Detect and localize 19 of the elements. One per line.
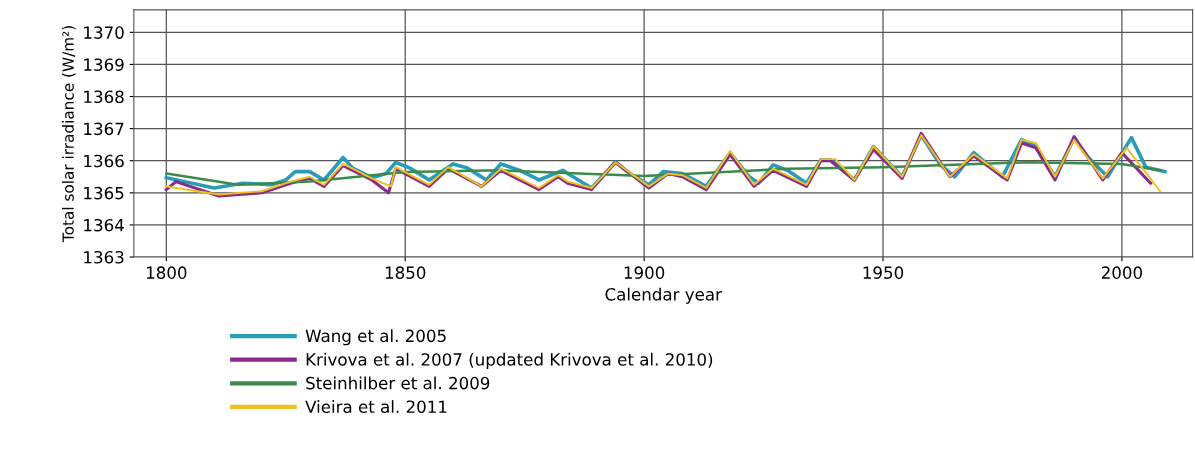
y-axis-title: Total solar irradiance (W/m²) [62,26,76,243]
y-tick-label: 1370 [84,26,124,39]
y-tick-label: 1364 [84,218,124,232]
y-tick-label: 1366 [84,154,124,168]
x-tick-label: 1950 [863,266,904,279]
y-tick-label: 1368 [84,90,124,104]
x-tick-label: 1800 [146,266,187,279]
y-tick-label: 1367 [84,122,124,136]
legend-label: Steinhilber et al. 2009 [306,376,490,390]
x-tick-label: 1850 [385,266,426,279]
legend-label: Vieira et al. 2011 [305,400,447,414]
y-tick-label: 1365 [84,186,124,200]
y-tick-label: 1369 [84,58,124,71]
x-axis-title: Calendar year [605,287,722,304]
x-tick-label: 2000 [1101,266,1142,279]
legend-label: Wang et al. 2005 [305,329,446,346]
legend-label: Krivova et al. 2007 (updated Krivova et al. 2010) [306,352,713,369]
x-tick-label: 1900 [624,266,665,279]
y-tick-label: 1363 [84,250,124,264]
